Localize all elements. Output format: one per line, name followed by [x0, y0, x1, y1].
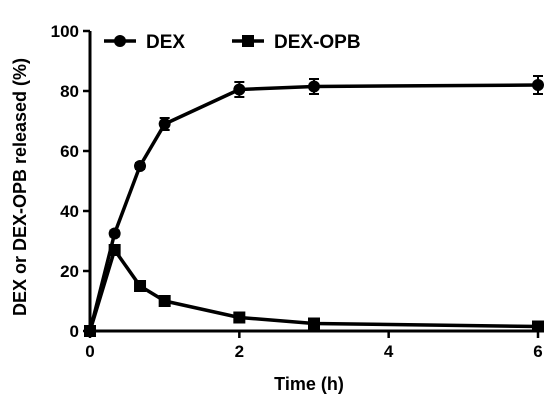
- y-tick-label: 100: [51, 22, 79, 41]
- data-point-dex: [308, 80, 320, 93]
- legend-marker: [242, 35, 254, 47]
- x-tick-label: 0: [85, 342, 94, 361]
- series-dex: [84, 75, 544, 337]
- legend-item-dex: DEX: [104, 32, 185, 53]
- data-point-dex: [233, 83, 246, 96]
- data-point-dex: [108, 227, 121, 240]
- data-point-dex-opb: [134, 280, 147, 292]
- legend-label: DEX: [146, 32, 185, 53]
- axes: [88, 31, 538, 333]
- data-point-dex-opb: [532, 320, 544, 333]
- data-point-dex-opb: [308, 317, 320, 330]
- x-tick-label: 6: [533, 342, 542, 361]
- y-tick-label: 20: [60, 262, 79, 281]
- data-point-dex: [134, 160, 147, 172]
- series-line-dex: [88, 83, 539, 332]
- legend-marker: [114, 35, 126, 47]
- x-axis-title: Time (h): [274, 374, 344, 394]
- ticks: 0 20 40 60 80 100 0 2 4 6: [51, 22, 543, 361]
- data-point-dex-opb: [84, 325, 96, 337]
- data-point-dex-opb: [233, 311, 246, 324]
- x-tick-label: 4: [384, 342, 394, 361]
- data-point-dex-opb: [158, 295, 171, 307]
- data-point-dex: [158, 118, 171, 130]
- y-axis-title: DEX or DEX-OPB released (%): [10, 58, 30, 316]
- y-tick-label: 80: [60, 82, 79, 101]
- y-tick-label: 40: [60, 202, 79, 221]
- legend: DEX DEX-OPB: [104, 32, 361, 53]
- series-layer: [84, 75, 544, 337]
- data-point-dex: [532, 79, 544, 91]
- data-point-dex-opb: [108, 244, 121, 256]
- series-dex-opb: [84, 244, 544, 337]
- y-tick-label: 60: [60, 142, 79, 161]
- legend-item-dex-opb: DEX-OPB: [232, 32, 361, 53]
- x-tick-label: 2: [235, 342, 244, 361]
- y-tick-label: 0: [70, 322, 79, 341]
- legend-label: DEX-OPB: [274, 32, 361, 53]
